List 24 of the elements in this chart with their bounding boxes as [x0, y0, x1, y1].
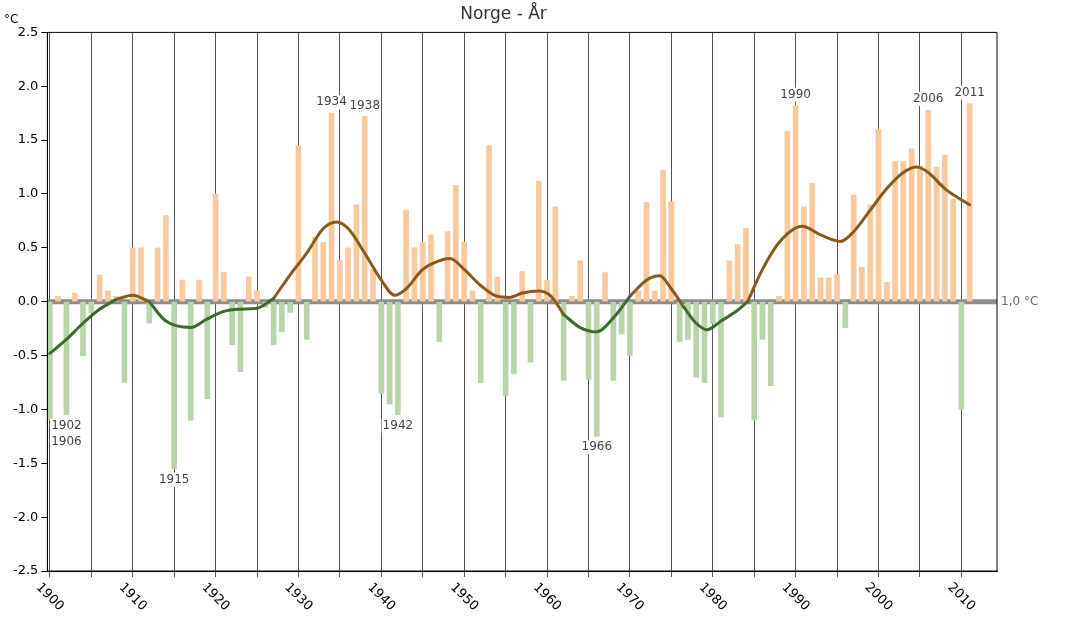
annotation: 2006 — [912, 91, 944, 106]
y-axis-title: °C — [4, 12, 19, 27]
annotation: 2011 — [954, 84, 985, 99]
annotation: 1938 — [349, 97, 381, 112]
ref-line-label: 1,0 °C — [1001, 293, 1039, 308]
y-tick-label: 0.5 — [17, 239, 39, 255]
y-tick-label: 0.0 — [17, 293, 39, 309]
annotation: 1990 — [780, 86, 811, 101]
annotation: 1915 — [158, 471, 190, 486]
y-tick-label: 1.5 — [17, 131, 39, 147]
y-tick-label: 1.0 — [17, 185, 39, 201]
y-tick-label: 2.5 — [17, 23, 39, 39]
chart-title: Norge - År — [460, 1, 547, 23]
annotation: 1906 — [51, 433, 82, 448]
annotation: 1902 — [51, 417, 82, 432]
annotation: 1934 — [316, 94, 347, 109]
y-tick-label: -0.5 — [12, 346, 39, 362]
y-tick-label: -2.0 — [12, 508, 39, 524]
y-tick-label: -1.0 — [12, 400, 39, 416]
y-tick-label: -1.5 — [12, 454, 39, 470]
y-tick-label: -2.5 — [12, 562, 39, 578]
annotation: 1966 — [581, 439, 613, 454]
annotation: 1942 — [382, 417, 414, 432]
y-tick-label: 2.0 — [17, 77, 39, 93]
